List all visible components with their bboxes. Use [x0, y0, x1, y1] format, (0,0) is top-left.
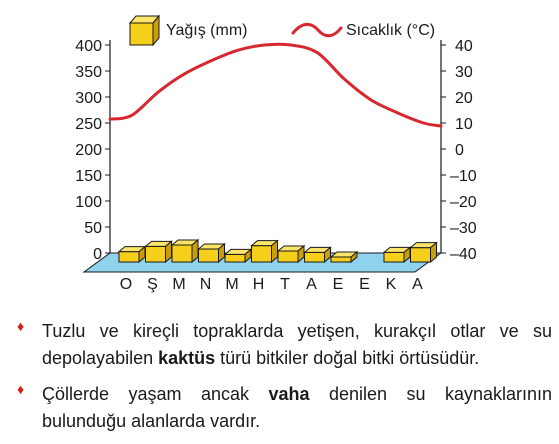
legend-bar-label: Yağış (mm): [166, 22, 247, 39]
month-label: Ş: [147, 276, 158, 293]
left-tick-label: 350: [75, 64, 102, 81]
left-tick-label: 300: [75, 90, 102, 107]
precipitation-bar: [409, 241, 438, 264]
left-tick-label: 0: [93, 246, 102, 263]
bold-term: kaktüs: [158, 348, 216, 368]
month-label: E: [333, 276, 344, 293]
month-label: A: [412, 276, 423, 293]
legend: Yağış (mm) Sıcaklık (°C): [128, 14, 435, 47]
wave-icon: [291, 22, 343, 38]
precipitation-bar: [276, 244, 306, 264]
right-tick-label: –10: [450, 168, 477, 185]
right-tick-label: 10: [455, 116, 473, 133]
left-tick-label: 100: [75, 194, 102, 211]
text-run: Tuzlu ve kireçli topraklarda yetişen, ku…: [42, 321, 552, 368]
text-run: türü bitkiler doğal bitki örtüsüdür.: [215, 348, 480, 368]
left-tick-label: 150: [75, 168, 102, 185]
precipitation-bar: [144, 240, 173, 264]
legend-line-label: Sıcaklık (°C): [346, 22, 435, 39]
text-run: Çöllerde yaşam ancak: [42, 384, 269, 404]
month-label: O: [120, 276, 132, 293]
month-label: H: [253, 276, 265, 293]
month-label: A: [306, 276, 317, 293]
right-tick-label: –20: [450, 194, 477, 211]
month-label: M: [225, 276, 238, 293]
month-label: T: [280, 276, 290, 293]
text-run: denilen su kaynaklarının bulunduğu alanl…: [42, 384, 553, 431]
month-label: N: [200, 276, 212, 293]
bullet-marker: ♦: [17, 381, 25, 397]
precipitation-bar: [303, 246, 332, 264]
right-tick-label: 0: [455, 142, 464, 159]
cube-icon: [128, 14, 161, 47]
left-tick-label: 200: [75, 142, 102, 159]
bullet-text: Tuzlu ve kireçli topraklarda yetişen, ku…: [42, 318, 552, 372]
left-tick-label: 250: [75, 116, 102, 133]
bullet-marker: ♦: [17, 318, 25, 334]
precipitation-bar: [223, 248, 253, 264]
right-tick-label: –40: [450, 246, 477, 263]
precipitation-bar: [170, 238, 200, 264]
precipitation-bar: [382, 246, 412, 264]
temperature-line: [108, 42, 443, 128]
precipitation-bar: [197, 242, 226, 264]
month-label: K: [386, 276, 397, 293]
right-tick-label: 40: [455, 38, 473, 55]
precipitation-bar: [117, 245, 147, 264]
right-tick-label: –30: [450, 220, 477, 237]
left-tick-label: 50: [84, 220, 102, 237]
left-tick-label: 400: [75, 38, 102, 55]
month-label: E: [359, 276, 370, 293]
precipitation-bar: [329, 250, 359, 264]
right-tick-label: 20: [455, 90, 473, 107]
month-label: M: [172, 276, 185, 293]
right-tick-label: 30: [455, 64, 473, 81]
bold-term: vaha: [268, 384, 310, 404]
bullet-text: Çöllerde yaşam ancak vaha denilen su kay…: [42, 381, 552, 435]
precipitation-bar: [250, 239, 279, 264]
